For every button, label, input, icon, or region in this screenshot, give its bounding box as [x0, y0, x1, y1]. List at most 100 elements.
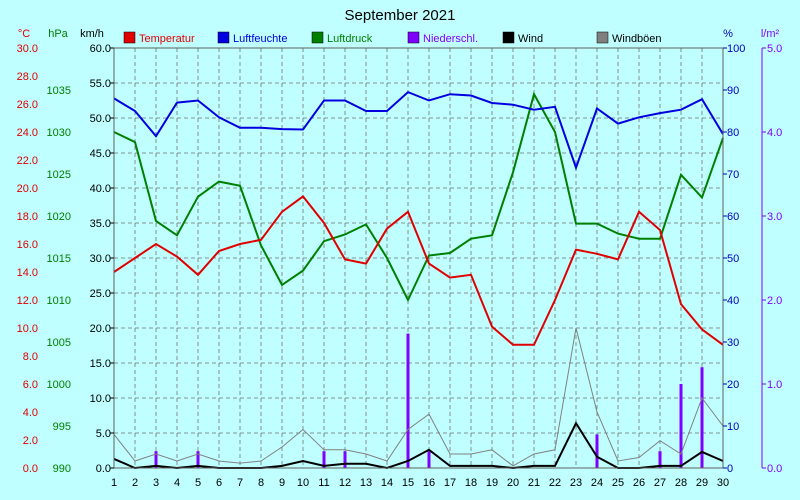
tick-label-humidity: 10 [727, 421, 739, 433]
precip-bar [427, 451, 431, 468]
tick-label-temp: 14.0 [17, 267, 38, 279]
tick-label-humidity: 90 [727, 85, 739, 97]
precip-bar [700, 367, 704, 468]
tick-label-x: 16 [423, 477, 435, 489]
tick-label-x: 8 [258, 477, 264, 489]
tick-label-x: 13 [360, 477, 372, 489]
tick-label-x: 11 [318, 477, 329, 489]
tick-label-x: 15 [402, 477, 414, 489]
tick-label-precip: 3.0 [767, 211, 782, 223]
series-line-windben [113, 327, 724, 467]
precipitation-bars [154, 333, 704, 468]
tick-label-wind: 40.0 [90, 183, 111, 195]
tick-label-x: 30 [717, 477, 729, 489]
precip-bar [595, 434, 599, 468]
legend-swatch [596, 31, 609, 44]
legend-label: Luftfeuchte [233, 33, 287, 45]
tick-label-wind: 15.0 [90, 358, 111, 370]
tick-label-precip: 4.0 [767, 127, 782, 139]
tick-label-x: 26 [633, 477, 645, 489]
tick-label-x: 20 [507, 477, 519, 489]
tick-label-humidity: 40 [727, 295, 739, 307]
tick-label-humidity: 70 [727, 169, 739, 181]
precip-bar [154, 451, 158, 468]
legend-label: Temperatur [139, 33, 195, 45]
tick-label-x: 4 [174, 477, 180, 489]
axes: °C0.02.04.06.08.010.012.014.016.018.020.… [17, 28, 783, 489]
tick-label-wind: 60.0 [90, 43, 111, 55]
tick-label-wind: 30.0 [90, 253, 111, 265]
axis-unit-precip: l/m² [761, 28, 780, 40]
tick-label-wind: 55.0 [90, 78, 111, 90]
tick-label-x: 29 [696, 477, 708, 489]
axis-unit-wind: km/h [80, 28, 104, 40]
tick-label-pressure: 1035 [47, 85, 71, 97]
tick-label-temp: 26.0 [17, 99, 38, 111]
precip-bar [322, 451, 326, 468]
legend-swatch [502, 31, 515, 44]
tick-label-temp: 18.0 [17, 211, 38, 223]
series-line-luftfeuchte [113, 90, 724, 171]
tick-label-pressure: 1025 [47, 169, 71, 181]
tick-label-x: 28 [675, 477, 687, 489]
tick-label-humidity: 100 [727, 43, 745, 55]
tick-label-x: 14 [381, 477, 393, 489]
tick-label-wind: 5.0 [96, 428, 111, 440]
tick-label-x: 24 [591, 477, 603, 489]
tick-label-temp: 28.0 [17, 71, 38, 83]
tick-label-x: 1 [111, 477, 117, 489]
tick-label-x: 25 [612, 477, 624, 489]
tick-label-x: 6 [216, 477, 222, 489]
legend-swatch [311, 31, 324, 44]
tick-label-pressure: 1020 [47, 211, 71, 223]
tick-label-humidity: 30 [727, 337, 739, 349]
tick-label-pressure: 1000 [47, 379, 71, 391]
tick-label-temp: 16.0 [17, 239, 38, 251]
tick-label-x: 27 [654, 477, 666, 489]
tick-label-pressure: 1010 [47, 295, 71, 307]
tick-label-temp: 6.0 [23, 379, 38, 391]
chart-title: September 2021 [345, 7, 456, 24]
legend-label: Wind [518, 33, 543, 45]
tick-label-humidity: 50 [727, 253, 739, 265]
tick-label-x: 10 [297, 477, 309, 489]
tick-label-x: 3 [153, 477, 159, 489]
tick-label-x: 18 [465, 477, 477, 489]
tick-label-temp: 20.0 [17, 183, 38, 195]
tick-label-wind: 45.0 [90, 148, 111, 160]
tick-label-wind: 0.0 [96, 463, 111, 475]
tick-label-temp: 22.0 [17, 155, 38, 167]
tick-label-precip: 1.0 [767, 379, 782, 391]
precip-bar [343, 451, 347, 468]
tick-label-pressure: 990 [53, 463, 71, 475]
tick-label-humidity: 20 [727, 379, 739, 391]
tick-label-x: 2 [132, 477, 138, 489]
series-line-luftdruck [113, 91, 724, 303]
legend-label: Luftdruck [327, 33, 373, 45]
tick-label-x: 22 [549, 477, 561, 489]
tick-label-temp: 10.0 [17, 323, 38, 335]
tick-label-pressure: 1015 [47, 253, 71, 265]
tick-label-x: 17 [444, 477, 456, 489]
precip-bar [196, 451, 200, 468]
tick-label-precip: 2.0 [767, 295, 782, 307]
tick-label-x: 21 [528, 477, 540, 489]
tick-label-pressure: 1030 [47, 127, 71, 139]
tick-label-precip: 5.0 [767, 43, 782, 55]
tick-label-x: 5 [195, 477, 201, 489]
tick-label-wind: 35.0 [90, 218, 111, 230]
tick-label-x: 19 [486, 477, 498, 489]
legend: Temperatur Luftfeuchte Luftdruck Niederschl… [123, 31, 662, 45]
legend-label: Niederschl. [423, 33, 478, 45]
series-line-temperatur [113, 195, 724, 346]
tick-label-x: 7 [237, 477, 243, 489]
axis-unit-temp: °C [18, 28, 30, 40]
precip-bar [658, 451, 662, 468]
tick-label-pressure: 1005 [47, 337, 71, 349]
tick-label-humidity: 0 [727, 463, 733, 475]
tick-label-wind: 50.0 [90, 113, 111, 125]
tick-label-temp: 12.0 [17, 295, 38, 307]
tick-label-temp: 4.0 [23, 407, 38, 419]
precip-bar [406, 333, 410, 468]
